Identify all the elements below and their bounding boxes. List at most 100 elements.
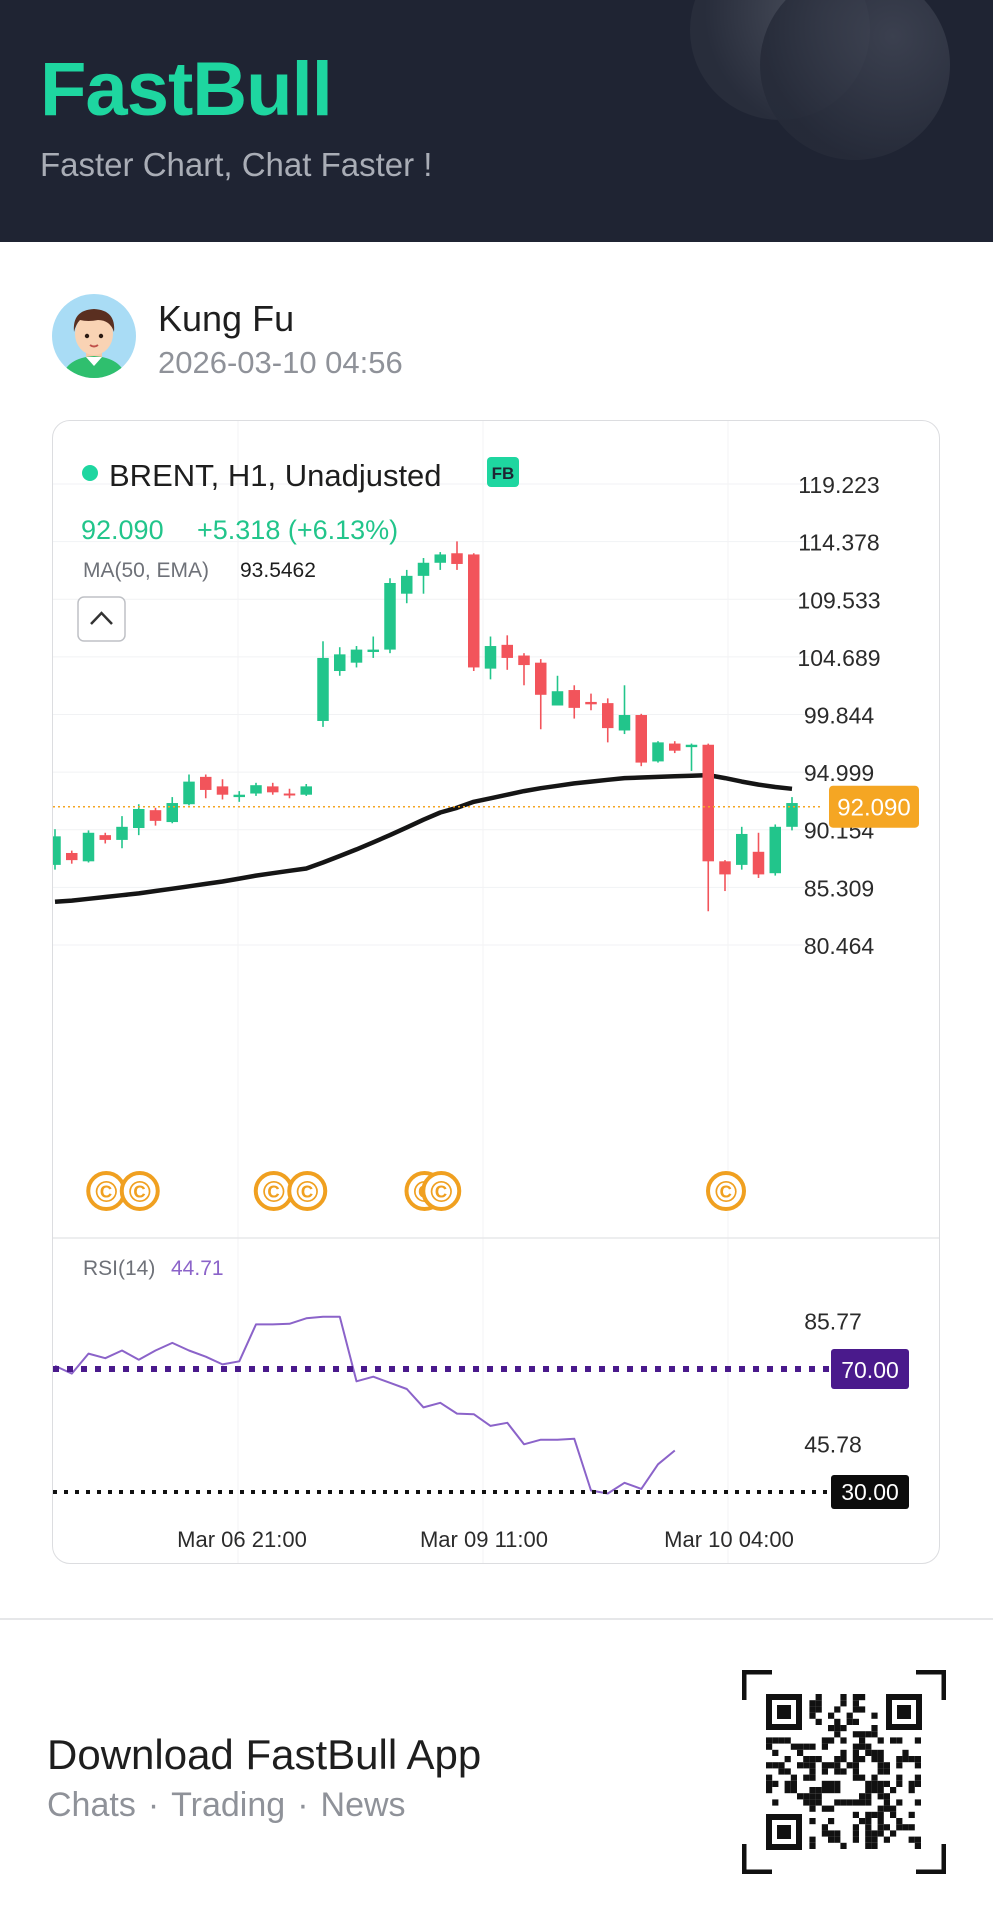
qr-module [859,1799,866,1806]
qr-module [914,1799,921,1806]
qr-module [815,1700,822,1707]
candle-body [216,786,229,795]
y-tick-label: 109.533 [797,587,880,613]
last-price-line: 92.090 [53,785,919,828]
qr-frame-corner [916,1844,947,1875]
y-tick-label: 99.844 [804,702,875,728]
qr-module [871,1774,878,1781]
qr-module [859,1731,866,1738]
qr-module [815,1793,822,1800]
candle-body [133,808,145,829]
qr-module [865,1836,872,1843]
candle-body [434,554,446,563]
download-subtitle: Chats · Trading · News [47,1784,406,1826]
candle [133,804,145,836]
qr-module [871,1830,878,1837]
candle-body [200,776,212,790]
qr-module [834,1799,841,1806]
qr-frame-corner [741,1844,772,1875]
last-price: 92.090 [81,515,164,545]
author-name[interactable]: Kung Fu [158,298,295,339]
separator: · [147,1786,160,1824]
qr-module [871,1842,878,1849]
x-tick-label: Mar 10 04:00 [664,1527,794,1552]
qr-code[interactable] [741,1669,947,1875]
qr-module [809,1762,816,1769]
qr-module [914,1737,921,1744]
candle [752,832,765,878]
candle [484,636,497,680]
qr-module [877,1749,884,1756]
qr-module [877,1762,884,1769]
candle-body [468,554,480,668]
rsi-level-30-tag [831,1475,909,1509]
candle [250,782,262,796]
avatar[interactable] [52,294,136,378]
candle [82,830,95,863]
qr-module [790,1787,797,1794]
qr-module [859,1706,866,1713]
candle-body [317,657,329,721]
qr-module [871,1749,878,1756]
qr-module [772,1749,779,1756]
qr-module [908,1787,915,1794]
qr-module [809,1818,816,1825]
qr-module [871,1731,878,1738]
qr-module [815,1694,822,1701]
candle [200,774,212,799]
candle [535,659,547,730]
qr-module [784,1756,791,1763]
qr-module [840,1737,847,1744]
candle [702,743,714,912]
candle [417,558,430,594]
candle-body [736,833,748,865]
qr-module [834,1780,841,1787]
download-title[interactable]: Download FastBull App [47,1731,482,1778]
qr-module [896,1818,903,1825]
decorative-circle [760,0,950,160]
candle-body [585,701,597,705]
event-marker-circle [287,1171,328,1211]
price-chart[interactable]: BRENT, H1, Unadjusted FB 92.090 +5.318 (… [53,421,940,1564]
qr-module [852,1700,859,1707]
qr-module [797,1762,804,1769]
candle-body [484,646,497,669]
qr-module [877,1818,884,1825]
candle [769,824,781,876]
x-tick-label: Mar 09 11:00 [420,1527,548,1552]
candle [786,797,798,831]
qr-module [908,1836,915,1843]
qr-module [809,1743,816,1750]
candle [551,675,564,706]
qr-module [877,1787,884,1794]
y-tick-label: 104.689 [797,645,880,671]
qr-module [778,1737,785,1744]
qr-module [821,1805,828,1812]
qr-module [914,1842,921,1849]
qr-module [828,1762,835,1769]
qr-module [865,1799,872,1806]
candle [635,713,647,767]
qr-module [871,1811,878,1818]
candle [283,788,296,799]
collapse-button[interactable] [77,596,126,642]
qr-module [883,1793,890,1800]
chart-card: BRENT, H1, Unadjusted FB 92.090 +5.318 (… [52,420,940,1564]
qr-module [852,1743,859,1750]
qr-finder [777,1825,791,1839]
qr-module [852,1799,859,1806]
candle [216,779,229,800]
rsi-level-30-label: 30.00 [841,1479,899,1505]
qr-module [834,1756,841,1763]
qr-module [784,1768,791,1775]
candle [736,826,748,870]
qr-module [828,1836,835,1843]
qr-module [766,1762,773,1769]
qr-module [896,1824,903,1831]
candle [233,791,245,802]
candle-body [267,786,279,793]
qr-module [890,1787,897,1794]
candles [53,541,798,912]
candle-body [535,662,547,695]
qr-module [797,1749,804,1756]
